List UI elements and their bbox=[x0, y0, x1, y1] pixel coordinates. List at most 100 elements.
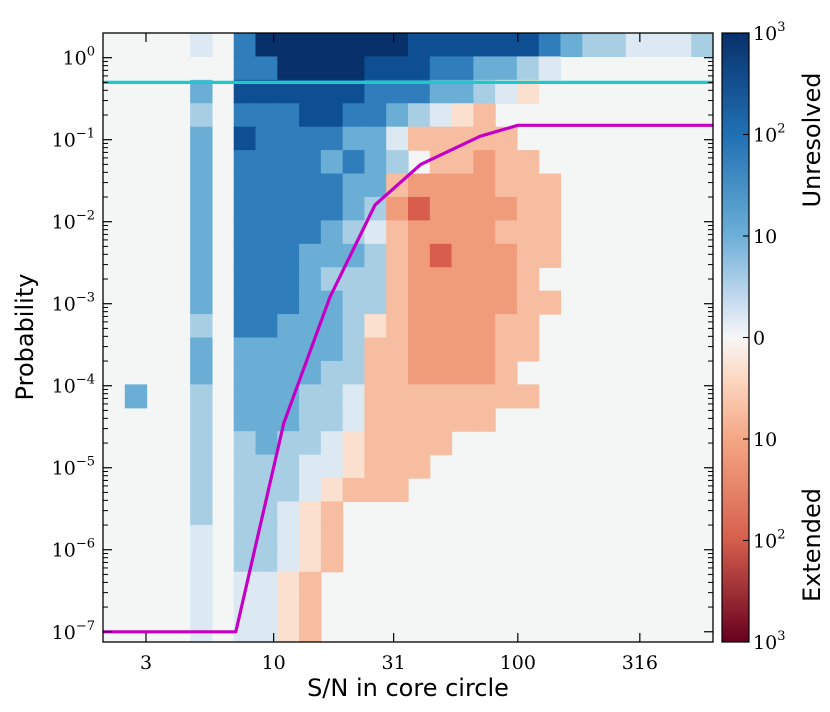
heatmap-cell bbox=[299, 524, 322, 549]
heatmap-cell bbox=[233, 56, 257, 81]
heatmap-cell bbox=[299, 79, 322, 104]
heatmap-cell bbox=[320, 79, 344, 104]
heatmap-cell bbox=[516, 243, 540, 268]
heatmap-cell bbox=[255, 314, 278, 339]
heatmap-cell bbox=[299, 56, 322, 81]
heatmap-cell bbox=[364, 314, 387, 339]
heatmap-cell bbox=[451, 314, 474, 339]
heatmap-cell bbox=[255, 56, 278, 81]
heatmap-cell bbox=[233, 524, 257, 549]
heatmap-cell bbox=[277, 548, 300, 573]
heatmap-cell bbox=[277, 33, 300, 58]
heatmap-cell bbox=[299, 126, 322, 151]
heatmap-cell bbox=[386, 150, 409, 175]
heatmap-cell bbox=[255, 150, 278, 175]
x-axis: 3 10 31 100 316 bbox=[140, 33, 658, 674]
heatmap-cell bbox=[277, 618, 300, 642]
heatmap-cell bbox=[386, 267, 409, 292]
heatmap-cell bbox=[429, 431, 453, 456]
heatmap-cell bbox=[255, 243, 278, 268]
heatmap-cell bbox=[320, 360, 344, 385]
heatmap-cell bbox=[299, 267, 322, 292]
heatmap-cell bbox=[299, 150, 322, 175]
heatmap-cell bbox=[560, 33, 583, 58]
y-tick-label: 10−7 bbox=[52, 619, 95, 644]
y-axis: 100 10−1 10−2 10−3 10−4 10−5 10−6 10−7 bbox=[52, 32, 713, 644]
heatmap-cell bbox=[408, 126, 431, 151]
heatmap-cell bbox=[473, 103, 496, 128]
heatmap-cell bbox=[190, 571, 213, 596]
heatmap-cell bbox=[604, 33, 627, 58]
x-tick-label: 10 bbox=[262, 652, 286, 674]
y-tick-label: 10−5 bbox=[52, 455, 95, 480]
heatmap-cell bbox=[255, 431, 278, 456]
heatmap-cell bbox=[277, 337, 300, 362]
heatmap-cell bbox=[386, 431, 409, 456]
heatmap-cell bbox=[342, 360, 366, 385]
heatmap-cell bbox=[516, 79, 540, 104]
heatmap-cell bbox=[473, 196, 496, 221]
heatmap-cell bbox=[233, 150, 257, 175]
heatmap-cell bbox=[190, 103, 213, 128]
heatmap-cell bbox=[451, 243, 474, 268]
heatmap-cell bbox=[408, 79, 431, 104]
heatmap-cell bbox=[342, 126, 366, 151]
heatmap-cell bbox=[516, 33, 540, 58]
y-tick-label: 10−1 bbox=[52, 127, 95, 152]
heatmap-cell bbox=[233, 407, 257, 432]
heatmap-cell bbox=[299, 384, 322, 409]
heatmap-cell bbox=[625, 33, 649, 58]
heatmap-cell bbox=[277, 267, 300, 292]
heatmap-cell bbox=[190, 150, 213, 175]
heatmap-cell bbox=[386, 384, 409, 409]
heatmap-cell bbox=[190, 79, 213, 104]
heatmap-cell bbox=[299, 407, 322, 432]
y-tick-label: 100 bbox=[63, 45, 95, 70]
heatmap-cell bbox=[386, 126, 409, 151]
heatmap-cell bbox=[255, 33, 278, 58]
heatmap-cell bbox=[538, 33, 562, 58]
heatmap-cell bbox=[495, 56, 518, 81]
heatmap-cell bbox=[190, 196, 213, 221]
heatmap-cell bbox=[429, 314, 453, 339]
heatmap-cell bbox=[320, 548, 344, 573]
heatmap-cell bbox=[538, 220, 562, 245]
colorbar-tick-label: 0 bbox=[753, 328, 765, 350]
colorbar-label-unresolved: Unresolved bbox=[798, 73, 826, 208]
heatmap-cell bbox=[408, 33, 431, 58]
heatmap-cell bbox=[320, 314, 344, 339]
heatmap-cell bbox=[429, 56, 453, 81]
heatmap-cell bbox=[408, 407, 431, 432]
heatmap-cell bbox=[233, 79, 257, 104]
heatmap-cell bbox=[190, 33, 213, 58]
heatmap-cell bbox=[495, 196, 518, 221]
heatmap-cell bbox=[451, 220, 474, 245]
heatmap-cell bbox=[364, 243, 387, 268]
y-axis-title: Probability bbox=[11, 274, 39, 401]
heatmap-cell bbox=[277, 501, 300, 526]
heatmap-cell bbox=[277, 431, 300, 456]
heatmap-cell bbox=[320, 431, 344, 456]
colorbar-tick-label: 10 bbox=[753, 429, 777, 451]
heatmap-cell bbox=[277, 454, 300, 479]
heatmap-cell bbox=[408, 243, 431, 268]
heatmap-cell bbox=[299, 454, 322, 479]
heatmap-cell bbox=[277, 478, 300, 503]
heatmap-cell bbox=[408, 431, 431, 456]
heatmap-cell bbox=[408, 196, 431, 221]
heatmap-cell bbox=[342, 478, 366, 503]
heatmap-cell bbox=[233, 618, 257, 642]
heatmap-cell bbox=[233, 337, 257, 362]
heatmap-cell bbox=[277, 126, 300, 151]
heatmap-cell bbox=[255, 384, 278, 409]
colorbar-ticks: 103 102 10 0 10 102 103 bbox=[743, 20, 785, 654]
heatmap-cell bbox=[364, 478, 387, 503]
heatmap-cell bbox=[255, 337, 278, 362]
heatmap-cell bbox=[473, 267, 496, 292]
heatmap-cell bbox=[451, 407, 474, 432]
heatmap-cell bbox=[320, 56, 344, 81]
heatmap-cell bbox=[408, 56, 431, 81]
heatmap-cell bbox=[342, 384, 366, 409]
heatmap-cell bbox=[495, 33, 518, 58]
heatmap-cell bbox=[473, 33, 496, 58]
